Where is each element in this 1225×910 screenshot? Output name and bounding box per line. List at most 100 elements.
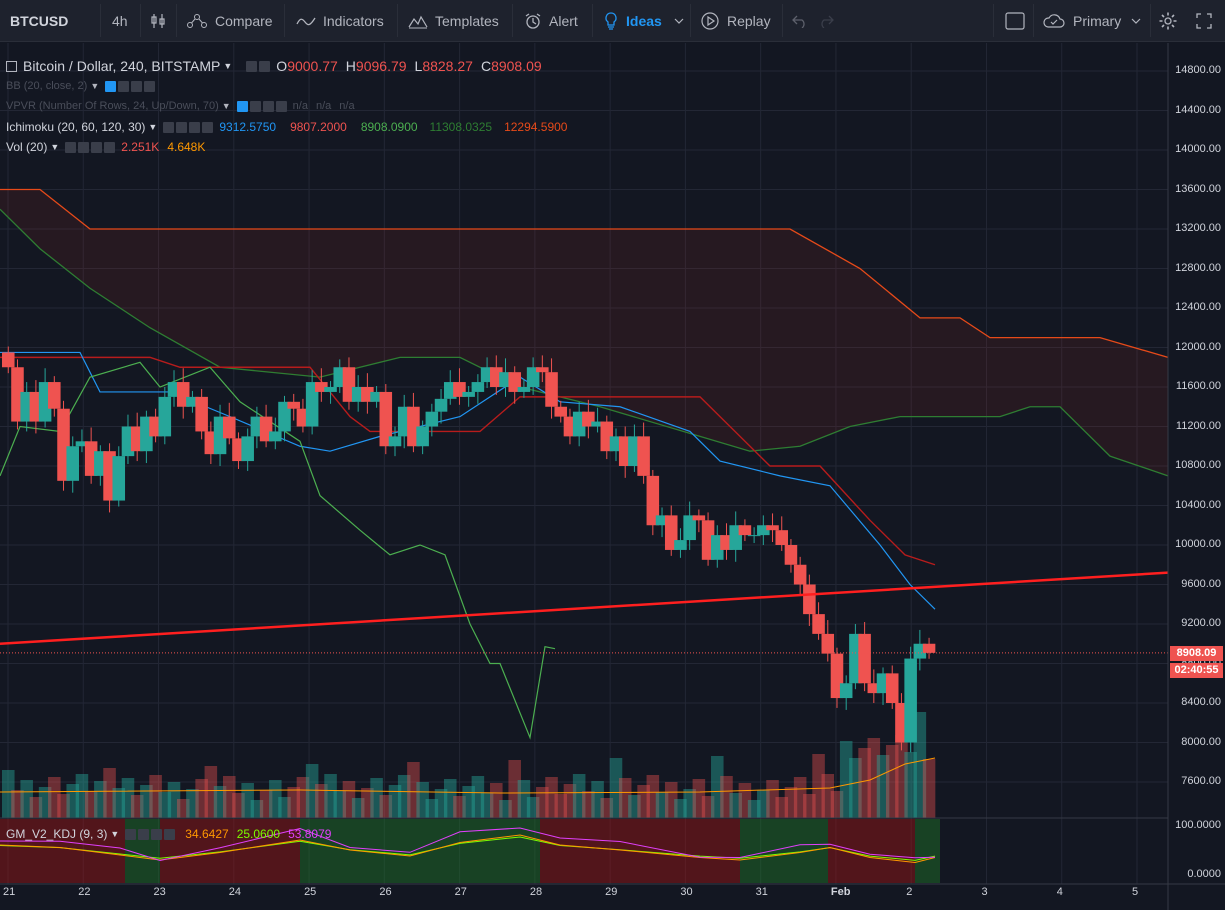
eye-icon[interactable] xyxy=(105,80,117,92)
price-axis-label: 11600.00 xyxy=(1175,380,1221,392)
ichimoku-legend[interactable]: Ichimoku (20, 60, 120, 30) ▼ 9312.5750 9… xyxy=(6,120,567,134)
eye-icon[interactable] xyxy=(246,60,258,72)
chevron-down-icon[interactable]: ▼ xyxy=(110,829,120,839)
ohlc-close: 8908.09 xyxy=(491,58,542,74)
templates-label: Templates xyxy=(435,12,499,29)
cloud-fill xyxy=(0,189,1168,476)
fullscreen-button[interactable] xyxy=(1196,0,1219,41)
indicators-button[interactable]: Indicators xyxy=(296,0,384,41)
interval-label: 4h xyxy=(112,12,128,29)
chevron-down-icon[interactable]: ▼ xyxy=(148,122,158,132)
close-icon[interactable] xyxy=(144,80,156,92)
volume-bar xyxy=(784,787,798,818)
add-icon[interactable] xyxy=(91,141,103,153)
tenkan-value: 9312.5750 xyxy=(219,120,277,134)
candle-body xyxy=(158,396,172,437)
eye-icon[interactable] xyxy=(125,828,137,840)
save-layout-button[interactable]: Primary xyxy=(1042,0,1141,41)
eye-icon[interactable] xyxy=(65,141,77,153)
layout-name: Primary xyxy=(1073,12,1122,29)
chevron-down-icon[interactable]: ▼ xyxy=(221,101,231,111)
add-icon[interactable] xyxy=(189,121,201,133)
volume-bar xyxy=(849,758,862,818)
candle-body xyxy=(646,475,660,526)
volume-bar xyxy=(121,778,135,818)
ideas-button[interactable]: Ideas xyxy=(603,0,684,41)
vol-value: 2.251K xyxy=(121,140,160,154)
close-icon[interactable] xyxy=(202,121,214,133)
chevron-down-icon[interactable]: ▼ xyxy=(90,81,100,91)
volume-bar xyxy=(407,762,420,818)
candle-body xyxy=(747,535,761,537)
volume-bar xyxy=(94,781,107,818)
compare-label: Compare xyxy=(215,12,273,29)
templates-button[interactable]: Templates xyxy=(408,0,499,41)
gear-icon[interactable] xyxy=(259,60,271,72)
eye-icon[interactable] xyxy=(236,100,248,112)
interval-button[interactable]: 4h xyxy=(112,0,128,41)
volume-bar xyxy=(821,774,835,818)
chevron-down-icon[interactable] xyxy=(674,17,684,25)
candle-body xyxy=(305,382,319,427)
kdj-legend[interactable]: GM_V2_KDJ (9, 3) ▼ 34.6427 25.0600 53.80… xyxy=(6,827,331,841)
undo-button[interactable] xyxy=(792,0,815,41)
divider xyxy=(100,4,101,37)
volume-bar xyxy=(176,799,190,818)
candle-body xyxy=(554,406,568,417)
settings-button[interactable] xyxy=(1158,0,1185,41)
chevron-down-icon[interactable] xyxy=(1131,17,1141,25)
symbol-search[interactable]: BTCUSD xyxy=(10,0,68,41)
gear-icon[interactable] xyxy=(78,141,90,153)
volume-legend[interactable]: Vol (20) ▼ 2.251K 4.648K xyxy=(6,140,205,154)
compare-button[interactable]: Compare xyxy=(186,0,273,41)
candle-body xyxy=(867,683,881,694)
undo-icon xyxy=(792,14,808,28)
chart-style-button[interactable] xyxy=(150,0,173,41)
chevron-down-icon[interactable]: ▼ xyxy=(50,142,60,152)
add-icon[interactable] xyxy=(131,80,143,92)
close-icon[interactable] xyxy=(104,141,116,153)
volume-bar xyxy=(895,735,908,818)
chikou-value: 8908.0900 xyxy=(360,120,418,134)
gear-icon[interactable] xyxy=(138,828,150,840)
chevron-down-icon[interactable]: ▼ xyxy=(223,61,233,71)
vpvr-legend[interactable]: VPVR (Number Of Rows, 24, Up/Down, 70) ▼… xyxy=(6,100,355,112)
bb-legend[interactable]: BB (20, close, 2) ▼ xyxy=(6,80,157,92)
alert-button[interactable]: Alert xyxy=(524,0,578,41)
close-icon[interactable] xyxy=(164,828,176,840)
volume-bar xyxy=(213,786,227,818)
replay-button[interactable]: Replay xyxy=(700,0,771,41)
volume-bar xyxy=(757,790,770,818)
gear-icon[interactable] xyxy=(176,121,188,133)
divider xyxy=(284,4,285,37)
volume-bar xyxy=(29,797,43,818)
volume-bar xyxy=(222,776,236,818)
chikou-line xyxy=(0,361,556,740)
eye-icon[interactable] xyxy=(163,121,175,133)
volume-bar xyxy=(351,798,365,818)
volume-bar xyxy=(683,789,696,818)
volume-bar xyxy=(149,775,162,818)
volume-bar xyxy=(425,799,439,818)
select-layout-button[interactable] xyxy=(1005,0,1032,41)
redo-button[interactable] xyxy=(818,0,841,41)
collapse-icon[interactable] xyxy=(6,60,17,72)
time-axis-label: 23 xyxy=(153,886,166,898)
volume-bar xyxy=(324,774,337,818)
main-legend[interactable]: Bitcoin / Dollar, 240, BITSTAMP ▼ O 9000.… xyxy=(6,58,542,74)
bb-label: BB (20, close, 2) xyxy=(6,80,88,92)
gear-icon[interactable] xyxy=(249,100,261,112)
volume-bar xyxy=(692,779,706,818)
gear-icon[interactable] xyxy=(118,80,130,92)
candle-body xyxy=(222,416,236,439)
candle-body xyxy=(738,525,752,536)
templates-icon xyxy=(408,13,428,29)
divider xyxy=(782,4,783,37)
add-icon[interactable] xyxy=(151,828,163,840)
add-icon[interactable] xyxy=(262,100,274,112)
candle-body xyxy=(655,515,669,526)
kdj-pane xyxy=(0,819,940,883)
close-icon[interactable] xyxy=(275,100,287,112)
divider xyxy=(140,4,141,37)
